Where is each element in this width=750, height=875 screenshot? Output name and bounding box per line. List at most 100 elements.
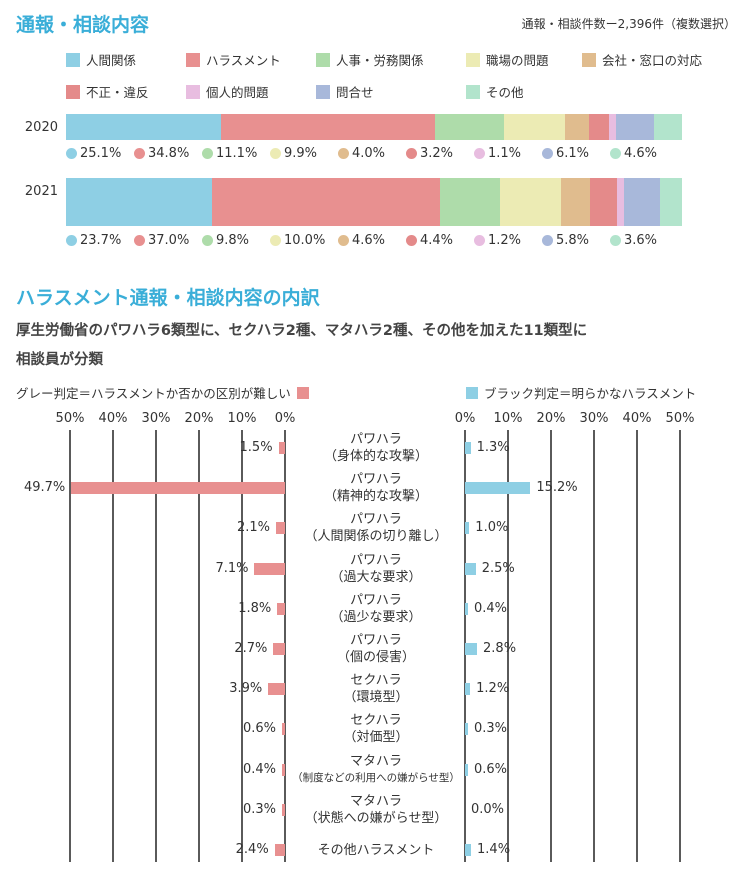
legend-item: 会社・窓口の対応 [582,50,702,69]
black-judgment-value: 2.5% [481,560,515,576]
value-label: 11.1% [202,146,270,161]
category-line: （状態への嫌がらせ型） [304,810,448,826]
category-label: パワハラ （精神的な攻撃） [287,471,465,505]
value-labels: 25.1% 34.8% 11.1% 9.9% 4.0% 3.2% 1.1% 6.1% 4.6% [66,146,678,161]
black-judgment-bar [465,562,476,575]
value-text: 23.7% [80,233,122,248]
gray-judgment-bar [254,562,285,575]
legend-swatch [466,84,480,99]
gray-judgment-bar [275,522,285,535]
black-judgment-legend-label: ブラック判定＝明らかなハラスメント [484,386,697,401]
tick-label: 20% [536,411,566,426]
gridline [112,430,114,862]
black-judgment-bar [465,683,471,696]
value-dot [474,148,485,159]
black-judgment-value: 15.2% [536,480,578,496]
category-label: マタハラ （状態への嫌がらせ型） [287,793,465,827]
gray-judgment-bar [282,763,285,776]
value-dot [338,148,349,159]
gridline [284,430,286,862]
tick-label: 50% [665,411,695,426]
value-dot [610,148,621,159]
value-dot [406,235,417,246]
gray-judgment-bar [278,442,285,454]
stacked-bar [66,178,682,226]
legend-swatch [316,52,330,67]
category-line: パワハラ [350,552,402,568]
value-label: 10.0% [270,233,338,248]
tick-label: 20% [184,411,214,426]
bar-segment [609,114,616,140]
gray-judgment-value: 0.3% [242,801,276,817]
value-dot [134,235,145,246]
legend-swatch [316,84,330,99]
legend-item: ハラスメント [186,50,281,69]
gray-judgment-bar [274,844,285,856]
value-label: 34.8% [134,146,202,161]
category-label: パワハラ （個の侵害） [287,632,465,666]
legend-label: 人間関係 [86,53,137,68]
section2-description-line2: 相談員が分類 [16,352,103,368]
bar-segment [66,114,221,140]
legend-label: 問合せ [336,85,374,100]
value-text: 4.4% [420,233,454,248]
category-line: マタハラ [349,793,402,809]
black-judgment-bar [465,522,470,535]
category-line: （人間関係の切り離し） [304,529,448,545]
black-judgment-bar [465,723,468,736]
bar-segment [564,114,590,140]
bar-segment [624,178,660,226]
black-judgment-value: 0.4% [474,600,508,616]
category-line: パワハラ [350,512,402,528]
category-line: パワハラ [350,472,402,488]
value-dot [542,148,553,159]
value-dot [66,235,77,246]
category-label: その他ハラスメント [287,842,465,859]
bar-segment [439,178,500,226]
value-dot [270,148,281,159]
gray-judgment-value: 49.7% [23,480,66,496]
black-judgment-value: 0.3% [474,721,508,737]
tick-label: 40% [622,411,652,426]
gray-judgment-value: 1.8% [238,600,272,616]
value-text: 3.2% [420,146,454,161]
section1-note: 通報・相談件数ー2,396件（複数選択） [521,17,736,31]
legend-item: その他 [466,82,524,101]
gray-judgment-value: 0.4% [242,761,276,777]
bar-segment [616,178,625,226]
value-text: 1.1% [488,146,522,161]
gridline [550,430,552,862]
year-label: 2021 [24,184,58,199]
bar-segment [211,178,440,226]
bar-segment [589,114,610,140]
value-label: 6.1% [542,146,610,161]
value-text: 25.1% [80,146,122,161]
category-line: セクハラ [350,673,402,689]
legend-item: 人間関係 [66,50,136,69]
value-label: 4.4% [406,233,474,248]
section1-title: 通報・相談内容 [16,14,150,36]
legend-label: その他 [486,85,524,100]
value-text: 5.8% [556,233,590,248]
legend-label: ハラスメント [206,53,281,68]
value-dot [202,235,213,246]
black-judgment-value: 1.3% [476,440,510,455]
legend-label: 会社・窓口の対応 [602,53,703,68]
category-label: パワハラ （過少な要求） [287,592,465,626]
value-dot [474,235,485,246]
category-label: セクハラ （対価型） [287,712,465,746]
value-text: 6.1% [556,146,590,161]
legend-item: 問合せ [316,82,374,101]
value-label: 1.1% [474,146,542,161]
category-label: マタハラ （制度などの利用への嫌がらせ型） [287,753,465,787]
category-line: セクハラ [350,713,402,729]
gray-judgment-bar [282,723,285,736]
value-label: 4.6% [610,146,678,161]
category-line: （個の侵害） [336,650,415,665]
value-label: 3.2% [406,146,474,161]
bar-segment [653,114,682,140]
gray-judgment-bar [282,803,285,816]
bar-segment [561,178,590,226]
value-text: 4.6% [624,146,658,161]
value-dot [338,235,349,246]
